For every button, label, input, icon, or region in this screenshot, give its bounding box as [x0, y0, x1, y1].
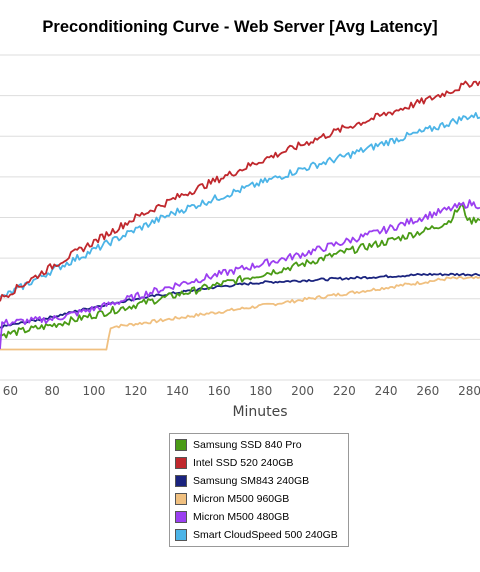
legend-swatch [175, 529, 187, 541]
legend-swatch [175, 457, 187, 469]
legend-item: Samsung SM843 240GB [175, 472, 348, 490]
x-tick-label: 140 [166, 384, 189, 398]
x-tick-label: 80 [45, 384, 60, 398]
series-line-1 [0, 80, 480, 302]
x-tick-label: 240 [375, 384, 398, 398]
x-tick-label: 280 [458, 384, 480, 398]
legend-item: Smart CloudSpeed 500 240GB [175, 526, 348, 544]
x-tick-label: 120 [124, 384, 147, 398]
legend-label: Samsung SM843 240GB [193, 475, 310, 487]
series-line-5 [0, 112, 480, 298]
x-axis-label: Minutes [232, 404, 288, 420]
legend: Samsung SSD 840 Pro Intel SSD 520 240GB Sa… [169, 433, 349, 547]
x-tick-labels: 60 80 100 120 140 160 180 200 220 240 260 280 [3, 384, 480, 398]
series-line-3 [0, 275, 480, 351]
legend-swatch [175, 493, 187, 505]
legend-label: Intel SSD 520 240GB [193, 457, 294, 469]
x-tick-label: 260 [416, 384, 439, 398]
gridlines [0, 54, 480, 381]
legend-item: Samsung SSD 840 Pro [175, 436, 348, 454]
legend-label: Smart CloudSpeed 500 240GB [193, 529, 338, 541]
series-line-4 [0, 199, 480, 350]
chart-title: Preconditioning Curve - Web Server [Avg … [42, 18, 438, 36]
x-tick-label: 100 [82, 384, 105, 398]
x-tick-label: 200 [291, 384, 314, 398]
plot-area: 60 80 100 120 140 160 180 200 220 240 260 280 [0, 54, 480, 398]
legend-label: Micron M500 960GB [193, 493, 290, 505]
x-tick-label: 160 [208, 384, 231, 398]
legend-item: Intel SSD 520 240GB [175, 454, 348, 472]
legend-swatch [175, 439, 187, 451]
series-line-0 [0, 203, 480, 339]
legend-item: Micron M500 960GB [175, 490, 348, 508]
x-tick-label: 60 [3, 384, 18, 398]
x-tick-label: 220 [333, 384, 356, 398]
legend-swatch [175, 475, 187, 487]
series-lines [0, 80, 480, 351]
x-tick-label: 180 [249, 384, 272, 398]
series-line-2 [0, 272, 480, 329]
legend-item: Micron M500 480GB [175, 508, 348, 526]
legend-label: Samsung SSD 840 Pro [193, 439, 302, 451]
legend-label: Micron M500 480GB [193, 511, 290, 523]
legend-swatch [175, 511, 187, 523]
